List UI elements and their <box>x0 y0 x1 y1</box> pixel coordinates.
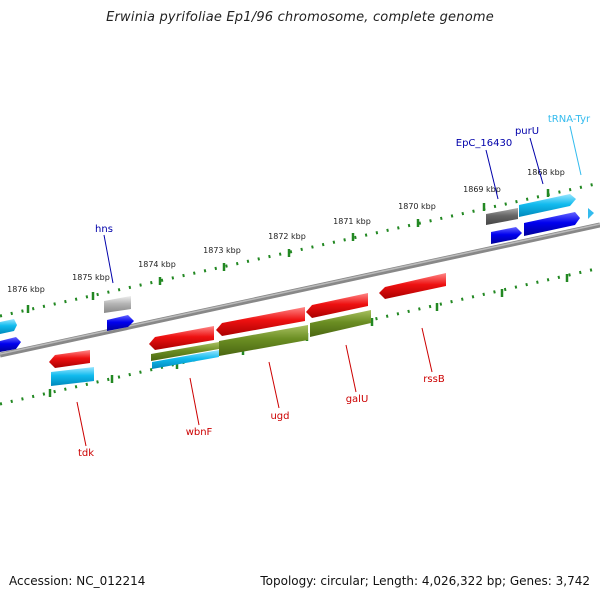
kbp-label: 1870 kbp <box>398 202 436 211</box>
kbp-label: 1876 kbp <box>7 285 45 294</box>
gene-arrow[interactable] <box>491 227 522 244</box>
kbp-label: 1875 kbp <box>72 273 110 282</box>
leader-line <box>421 327 433 373</box>
gene-label-galU[interactable]: galU <box>346 394 369 405</box>
leader-line <box>268 361 280 409</box>
gene-arrow[interactable] <box>219 325 308 356</box>
leader-line <box>189 377 200 426</box>
topology-label: Topology: circular; Length: 4,026,322 bp… <box>260 574 590 588</box>
gene-arrow-hns-gray[interactable] <box>104 296 131 313</box>
gene-arrow[interactable] <box>0 337 21 352</box>
gene-label-tRNA-Tyr[interactable]: tRNA-Tyr <box>548 114 591 125</box>
map-title: Erwinia pyrifoliae Ep1/96 chromosome, co… <box>106 10 494 25</box>
gene-arrow-purU[interactable] <box>519 194 576 217</box>
gene-arrow[interactable] <box>0 319 17 334</box>
major-ticks-inner <box>48 274 569 397</box>
leader-line <box>76 401 87 447</box>
gene-arrow[interactable] <box>107 315 134 331</box>
kbp-label: 1873 kbp <box>203 246 241 255</box>
kbp-label: 1869 kbp <box>463 185 501 194</box>
leader-line <box>345 344 357 393</box>
gene-arrow[interactable] <box>151 342 219 361</box>
inner-tick-track <box>0 266 600 406</box>
gene-label-rssB[interactable]: rssB <box>423 374 445 385</box>
major-ticks-outer <box>26 189 550 313</box>
leader-line <box>529 137 544 185</box>
gene-arrow-tdk[interactable] <box>49 350 90 368</box>
gene-label-purU[interactable]: purU <box>515 126 539 137</box>
gene-arrow-wbnF[interactable] <box>149 326 214 350</box>
gene-label-tdk[interactable]: tdk <box>78 448 94 459</box>
leader-line <box>485 149 499 200</box>
gene-arrow[interactable] <box>51 367 94 386</box>
kbp-label: 1868 kbp <box>527 168 565 177</box>
gene-arrow-galU[interactable] <box>306 293 368 318</box>
leader-line <box>569 125 582 176</box>
gene-arrow-ugd[interactable] <box>216 307 305 336</box>
kbp-label: 1872 kbp <box>268 232 306 241</box>
gene-arrow[interactable] <box>524 212 580 236</box>
kbp-label: 1871 kbp <box>333 217 371 226</box>
kbp-label: 1874 kbp <box>138 260 176 269</box>
gene-arrow-rssB[interactable] <box>379 273 446 299</box>
gene-label-EpC_16430[interactable]: EpC_16430 <box>456 138 512 149</box>
gene-label-ugd[interactable]: ugd <box>270 411 289 422</box>
gene-label-wbnF[interactable]: wbnF <box>186 427 213 438</box>
outer-tick-track <box>0 181 600 318</box>
gene-arrow[interactable] <box>310 310 371 337</box>
gene-label-hns[interactable]: hns <box>95 224 113 235</box>
gene-arrow-tRNA-Tyr[interactable] <box>588 208 594 219</box>
chromosome-backbone <box>0 222 600 358</box>
leader-line <box>103 234 114 284</box>
gene-arrow-epc16430[interactable] <box>486 208 518 225</box>
accession-label: Accession: NC_012214 <box>9 574 146 588</box>
gene-arrow[interactable] <box>152 350 219 369</box>
